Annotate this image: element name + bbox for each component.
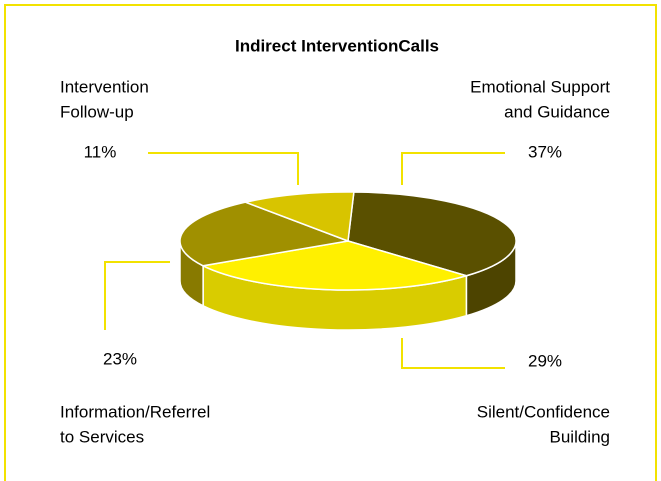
category-label: Information/Referrel (60, 402, 210, 421)
labels: Emotional Support and Guidance 37% Silent/C… (60, 77, 610, 446)
category-label: Building (550, 427, 611, 446)
slice (179, 201, 351, 267)
value-label: 11% (84, 142, 117, 161)
slice (242, 191, 355, 243)
value-label: 29% (528, 351, 562, 370)
category-label: and Guidance (504, 102, 610, 121)
chart-title: Indirect InterventionCalls (235, 36, 439, 55)
value-label: 37% (528, 142, 562, 161)
category-label: Intervention (60, 77, 149, 96)
leader-line (148, 152, 299, 185)
leader-lines (104, 152, 505, 369)
leader-line (401, 338, 505, 369)
category-label: Emotional Support (470, 77, 610, 96)
slice (347, 191, 517, 277)
leader-line (104, 261, 170, 330)
leader-line (401, 152, 505, 185)
slice (200, 240, 470, 291)
category-label: Follow-up (60, 102, 134, 121)
category-label: to Services (60, 427, 144, 446)
value-label: 23% (103, 349, 137, 368)
category-label: Silent/Confidence (477, 402, 610, 421)
pie (179, 191, 517, 331)
